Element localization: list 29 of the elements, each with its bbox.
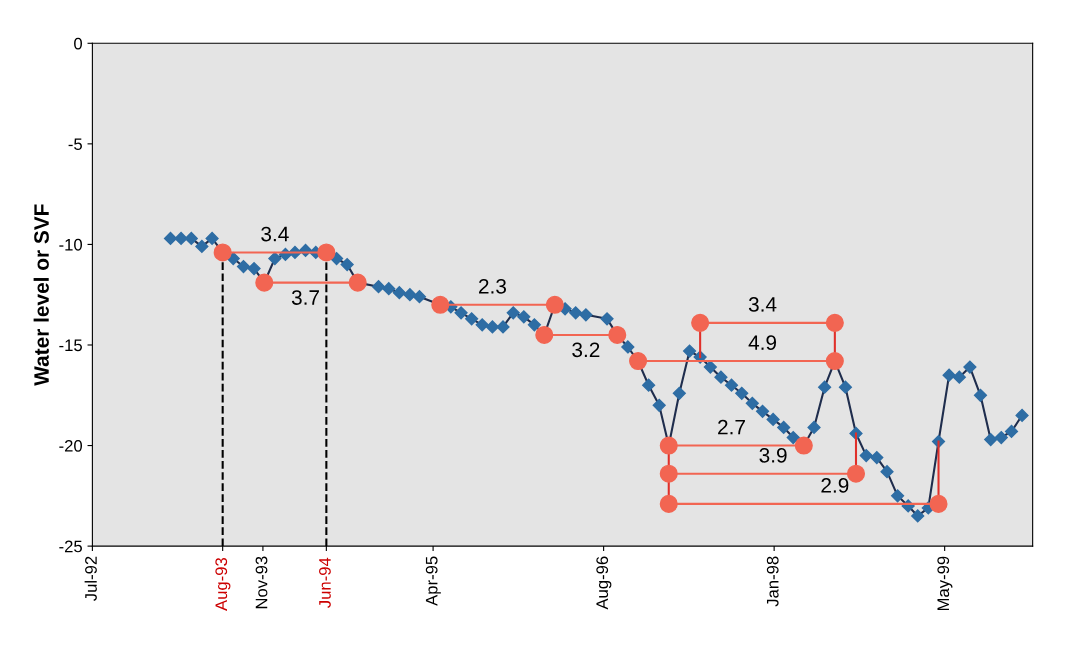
point	[929, 494, 948, 513]
annotation: 3.7	[291, 290, 319, 305]
x-tick-label: Jul-92	[84, 556, 97, 601]
y-tick-label: -25	[59, 540, 82, 553]
point	[691, 313, 710, 332]
y-axis-title: Water level or SVF	[33, 204, 49, 386]
y-tick-label: -5	[68, 138, 82, 151]
annotation: 3.4	[261, 226, 289, 242]
annotation: 3.4	[748, 297, 777, 312]
y-tick-label: 0	[74, 37, 83, 50]
y-tick-label: -15	[59, 339, 82, 352]
x-tick-label: Jan-98	[766, 556, 779, 607]
annotation: 2.3	[479, 278, 506, 294]
y-tick-label: -20	[59, 439, 83, 452]
x-tick-label: May-99	[937, 556, 953, 611]
point	[659, 464, 678, 483]
x-tick-label: Apr-95	[425, 556, 441, 606]
x-tick-label: Nov-93	[255, 556, 268, 609]
annotation: 2.7	[718, 419, 745, 435]
x-tick-label: Aug-96	[596, 556, 612, 610]
annotation: Aug-93	[215, 557, 231, 611]
point	[825, 313, 844, 332]
annotation: 3.9	[759, 447, 787, 463]
y-tick-label: -10	[59, 238, 83, 251]
annotation: 2.9	[821, 478, 849, 493]
annotation: 4.9	[748, 335, 777, 351]
point	[659, 494, 678, 513]
annotation: Jun-94	[319, 557, 331, 608]
annotation: 3.2	[572, 342, 600, 358]
